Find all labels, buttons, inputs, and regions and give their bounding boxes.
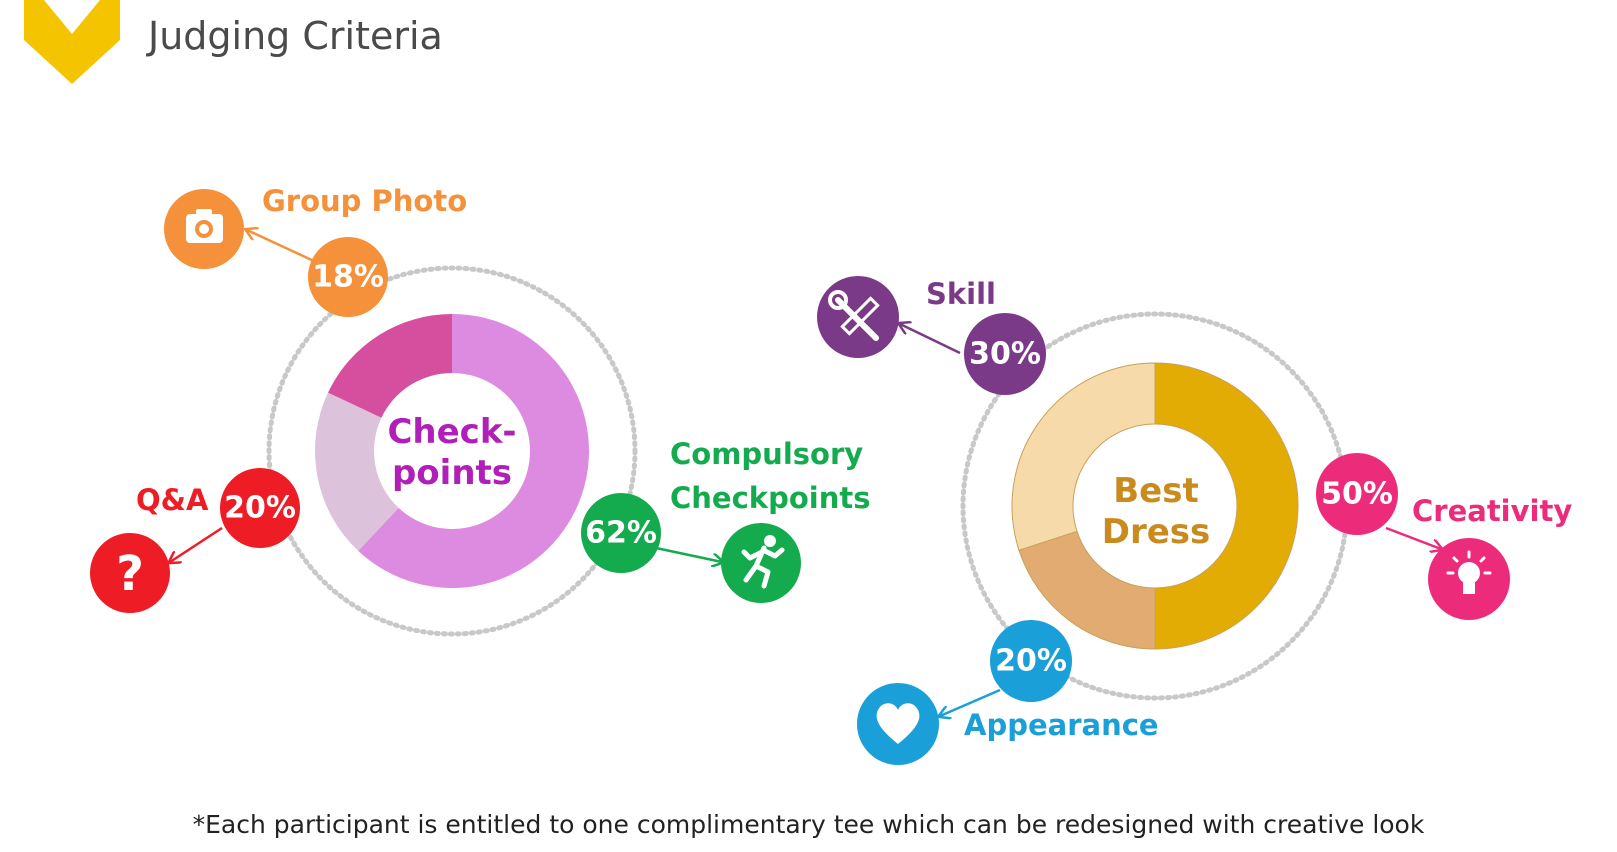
qa-slice (315, 392, 399, 551)
compulsory-percent: 62% (585, 515, 657, 551)
svg-text:?: ? (116, 546, 144, 602)
heart-icon (857, 683, 939, 765)
camera-icon (164, 189, 244, 269)
skill-label: Skill (926, 277, 996, 311)
best-dress-title-line2: Dress (1101, 511, 1211, 552)
qa-percent: 20% (224, 490, 296, 526)
tools-icon (817, 276, 899, 358)
skill-badge (964, 313, 1046, 395)
compulsory-label-line2: Checkpoints (670, 481, 871, 515)
best-dress-center-title: Best Dress (1076, 471, 1236, 553)
checkpoints-title-line1: Check- (387, 412, 517, 452)
checkpoints-center-title: Check- points (372, 412, 532, 494)
skill-arrow (900, 324, 961, 355)
chevron-logo-icon (24, 0, 120, 84)
checkpoints-title-line2: points (391, 452, 513, 493)
appearance-badge (990, 620, 1072, 702)
appearance-percent: 20% (995, 643, 1067, 679)
footnote: *Each participant is entitled to one com… (192, 810, 1425, 839)
group-photo-arrow (247, 230, 317, 264)
qa-label: Q&A (136, 483, 209, 517)
page-title: Judging Criteria (148, 14, 443, 58)
checkpoints-dotted-ring (266, 265, 638, 637)
appearance-arrow (940, 688, 1001, 716)
creativity-slice (1154, 362, 1299, 650)
appearance-label: Appearance (964, 708, 1159, 742)
group-photo-badge (308, 237, 388, 317)
creativity-arrow (1385, 526, 1441, 549)
skill-slice (1011, 362, 1156, 551)
creativity-label: Creativity (1412, 494, 1573, 528)
compulsory-badge (581, 493, 661, 573)
group-photo-label: Group Photo (262, 184, 468, 218)
best-dress-title-line1: Best (1113, 471, 1199, 511)
qa-arrow (170, 526, 223, 562)
running-man-icon (721, 523, 801, 603)
compulsory-arrow (655, 546, 722, 562)
best-dress-donut (1011, 362, 1299, 650)
question-mark-icon: ? (90, 533, 170, 613)
group-photo-percent: 18% (312, 259, 384, 295)
qa-badge (220, 468, 300, 548)
skill-percent: 30% (969, 336, 1041, 372)
compulsory-slice (358, 314, 589, 588)
compulsory-label-line1: Compulsory (670, 437, 864, 471)
creativity-badge (1316, 453, 1398, 535)
lightbulb-icon (1428, 538, 1510, 620)
appearance-slice (1018, 530, 1156, 650)
checkpoints-donut (315, 314, 589, 588)
creativity-percent: 50% (1321, 476, 1393, 512)
group-photo-slice (328, 314, 452, 418)
